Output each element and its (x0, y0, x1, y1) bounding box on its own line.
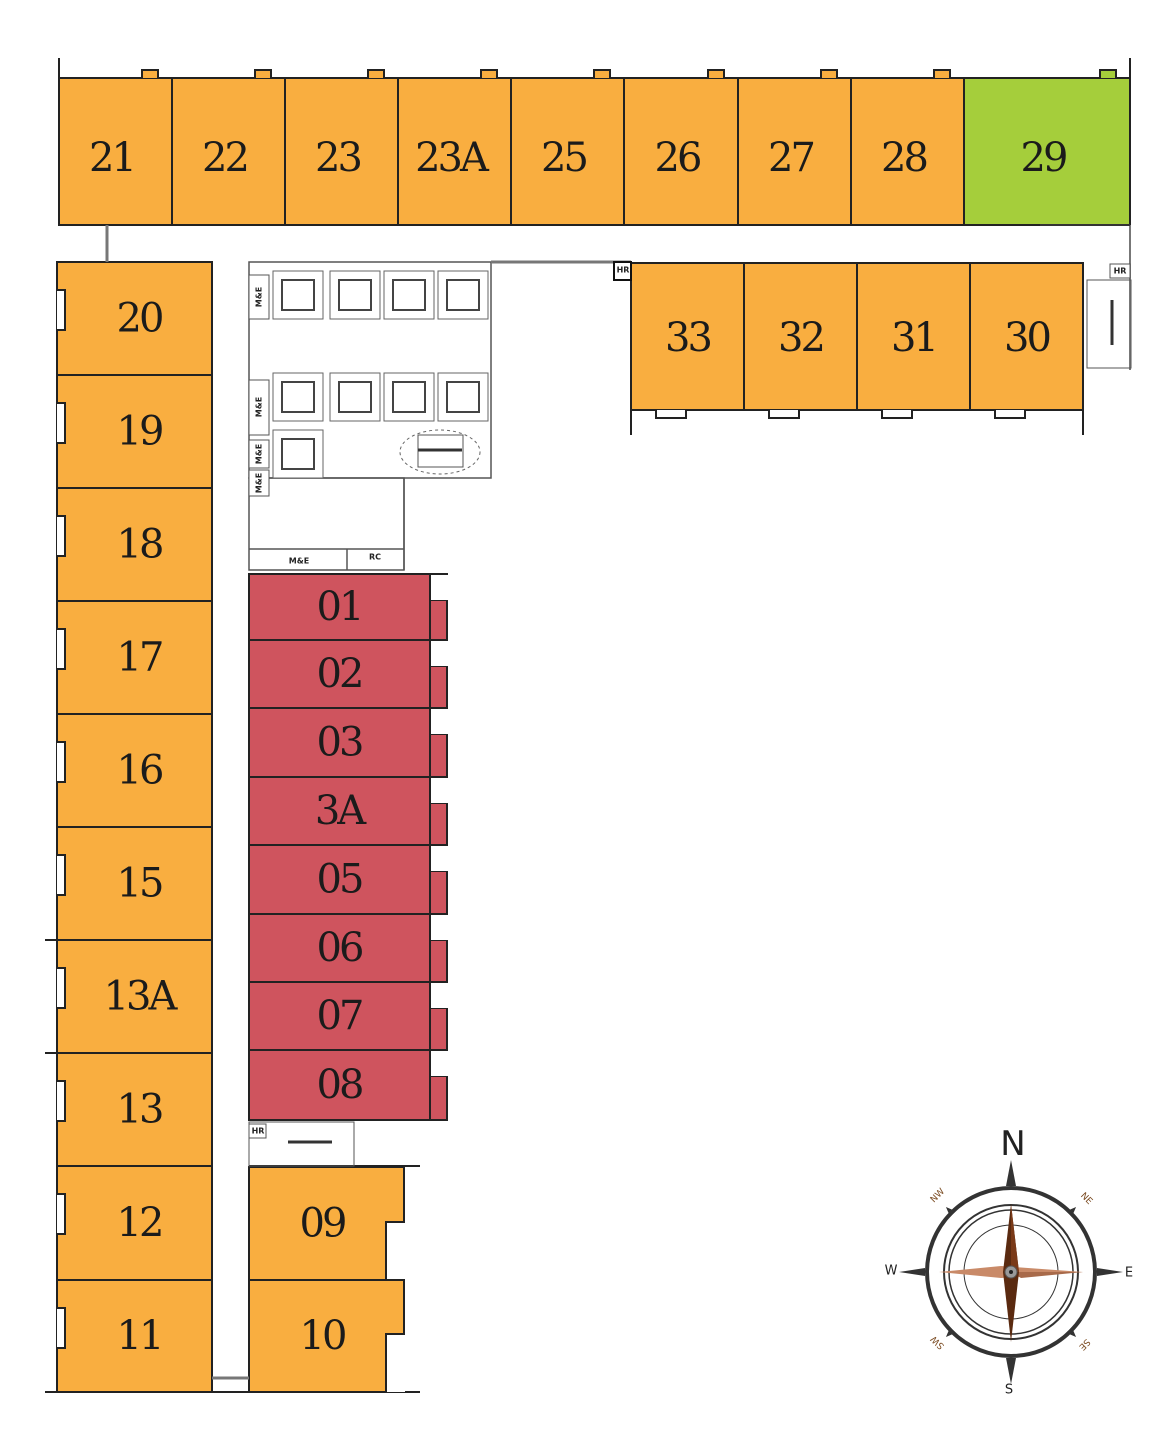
unit-28[interactable]: 28 (850, 77, 965, 226)
unit-09[interactable]: 09 (248, 1166, 405, 1281)
unit-label: 20 (117, 296, 162, 342)
lift-car (446, 381, 480, 413)
unit-25[interactable]: 25 (510, 77, 625, 226)
unit-21[interactable]: 21 (58, 77, 173, 226)
unit-20[interactable]: 20 (56, 261, 213, 376)
lift-car (338, 381, 372, 413)
unit-12[interactable]: 12 (56, 1165, 213, 1281)
unit-label: 11 (117, 1313, 162, 1359)
unit-31[interactable]: 31 (856, 262, 971, 411)
unit-label: 31 (891, 315, 936, 361)
lift-car (392, 279, 426, 311)
unit-label: 3A (315, 788, 367, 834)
unit-label: 18 (117, 522, 162, 568)
unit-label: 10 (300, 1313, 345, 1359)
unit-label: 32 (778, 315, 823, 361)
unit-32[interactable]: 32 (743, 262, 858, 411)
compass-south-label: S (1005, 1383, 1013, 1398)
unit-label: 06 (317, 925, 362, 971)
lift-car (281, 279, 315, 311)
unit-label: 30 (1004, 315, 1049, 361)
unit-13[interactable]: 13 (56, 1052, 213, 1167)
unit-label: 23 (315, 135, 360, 181)
unit-16[interactable]: 16 (56, 713, 213, 828)
unit-label: 08 (317, 1062, 362, 1108)
unit-13a[interactable]: 13A (56, 939, 213, 1054)
unit-22[interactable]: 22 (171, 77, 286, 226)
me-room-label: M&E (255, 287, 264, 307)
unit-label: 23A (415, 135, 490, 181)
lift-car (281, 438, 315, 470)
unit-07[interactable]: 07 (248, 981, 448, 1051)
compass-nw-label: NW (929, 1187, 947, 1205)
unit-15[interactable]: 15 (56, 826, 213, 941)
compass-ne-label: NE (1078, 1191, 1094, 1207)
unit-23[interactable]: 23 (284, 77, 399, 226)
unit-03[interactable]: 03 (248, 707, 448, 778)
compass-north-label: N (1000, 1124, 1025, 1164)
unit-3a[interactable]: 3A (248, 776, 448, 846)
lift-core: M&E M&E M&E M&E M&E RC HR HR HR (105, 224, 1132, 1380)
hr-room-label: HR (617, 266, 630, 275)
unit-label: 27 (768, 135, 813, 181)
unit-10[interactable]: 10 (248, 1279, 405, 1393)
unit-label: 12 (117, 1200, 162, 1246)
units-layer: 21 22 23 23A 25 26 27 28 29 33 32 31 30 20 19 18 17 16 15 1… (45, 58, 1131, 1393)
unit-08[interactable]: 08 (248, 1049, 448, 1121)
unit-30[interactable]: 30 (969, 262, 1084, 411)
unit-23a[interactable]: 23A (397, 77, 512, 226)
unit-02[interactable]: 02 (248, 639, 448, 709)
unit-label: 16 (117, 748, 162, 794)
unit-label: 01 (317, 584, 362, 630)
unit-label: 33 (665, 315, 710, 361)
rc-room-label: RC (369, 553, 381, 562)
unit-27[interactable]: 27 (737, 77, 852, 226)
unit-label: 17 (117, 635, 162, 681)
unit-label: 25 (541, 135, 586, 181)
me-room-label: M&E (255, 444, 264, 464)
me-room-label: M&E (289, 557, 309, 566)
unit-label: 19 (117, 409, 162, 455)
lift-car (281, 381, 315, 413)
compass-se-label: SE (1076, 1336, 1091, 1351)
unit-11[interactable]: 11 (56, 1279, 213, 1393)
unit-label: 05 (317, 857, 362, 903)
unit-26[interactable]: 26 (623, 77, 739, 226)
unit-01[interactable]: 01 (248, 573, 448, 641)
unit-29[interactable]: 29 (963, 77, 1131, 226)
hr-room-label: HR (1114, 267, 1127, 276)
me-room-label: M&E (255, 397, 264, 417)
lift-car (338, 279, 372, 311)
unit-label: 22 (202, 135, 247, 181)
unit-label: 09 (300, 1201, 345, 1247)
unit-18[interactable]: 18 (56, 487, 213, 602)
me-room-label: M&E (255, 473, 264, 493)
unit-05[interactable]: 05 (248, 844, 448, 915)
unit-label: 07 (317, 993, 362, 1039)
unit-label: 21 (89, 135, 134, 181)
unit-label: 13A (104, 974, 179, 1020)
unit-label: 15 (117, 861, 162, 907)
lift-car (392, 381, 426, 413)
unit-label: 28 (881, 135, 926, 181)
compass-west-label: W (885, 1264, 898, 1279)
hr-room-label: HR (252, 1127, 265, 1136)
compass-east-label: E (1125, 1266, 1133, 1281)
unit-17[interactable]: 17 (56, 600, 213, 715)
compass-sw-label: SW (929, 1333, 946, 1350)
unit-06[interactable]: 06 (248, 913, 448, 983)
unit-label: 29 (1021, 135, 1066, 181)
unit-19[interactable]: 19 (56, 374, 213, 489)
compass-rose: N S W E NW NE SW SE (885, 1124, 1134, 1398)
unit-label: 03 (317, 720, 362, 766)
unit-33[interactable]: 33 (630, 262, 745, 411)
lift-car (446, 279, 480, 311)
unit-label: 02 (317, 651, 362, 697)
unit-label: 13 (117, 1087, 162, 1133)
unit-label: 26 (655, 135, 700, 181)
